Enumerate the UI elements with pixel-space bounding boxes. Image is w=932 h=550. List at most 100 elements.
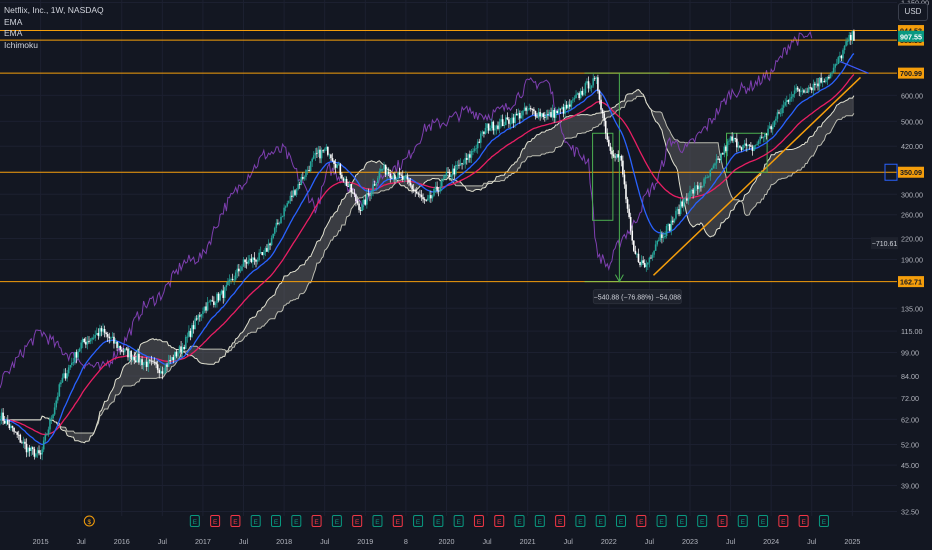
y-tick-label: 84.00 [901,372,919,381]
candle-body [559,108,562,110]
candle-body [428,195,431,199]
candle-body [782,105,785,108]
candle-body [206,302,209,311]
candle-body [562,107,565,114]
candle-body [322,150,324,152]
candle-body [771,127,774,130]
candle-body [42,440,45,450]
candle-body [593,78,596,80]
candle-body [138,353,140,363]
candle-body [706,177,708,179]
candle-body [5,420,8,424]
earnings-marker [555,515,566,527]
candle-body [678,209,680,215]
level-tag-350.09: 350.09 [900,168,922,177]
candle-body [259,252,262,253]
candle-body [370,191,373,196]
candle-body [742,145,744,150]
candle-body [445,171,448,177]
candle-body [420,194,423,198]
candle-body [294,190,296,195]
candle-body [353,192,356,195]
candle-body [305,170,307,177]
candle-body [606,133,609,140]
x-tick-label: Jul [239,537,249,546]
candle-body [664,235,666,238]
candle-body [369,194,371,196]
candle-body [344,178,346,181]
candle-body [191,325,193,337]
indicator-ichimoku[interactable]: Ichimoku [4,39,39,50]
event-label-23: E [639,519,644,526]
candle-body [341,174,343,179]
trendline [652,76,861,276]
candle-body [24,441,26,444]
earnings-marker [271,515,281,527]
candle-body [464,158,467,164]
candle-body [258,252,260,260]
candle-body [116,341,118,348]
candle-body [175,351,178,357]
candle-body [500,119,502,122]
candle-body [425,200,427,201]
candle-body [13,427,15,432]
indicator-ema-2[interactable]: EMA [4,28,23,38]
candle-body [199,315,201,317]
candle-body [704,177,707,179]
candle-body [247,260,250,264]
candle-body [748,144,751,146]
earnings-marker [453,515,464,527]
drawing-line [839,61,869,74]
candle-body [469,154,471,158]
candle-body [745,143,747,147]
candle-body [792,94,794,97]
candle-body [534,111,537,117]
candle-body [693,186,696,194]
candle-body [587,81,590,89]
x-tick-label: Jul [726,537,736,546]
candle-body [63,373,65,378]
candle-body [603,113,605,121]
indicator-ema-1[interactable]: EMA [4,16,23,27]
candle-body [56,396,59,401]
candle-body [298,184,301,185]
candle-body [252,257,254,263]
candle-body [139,359,142,363]
x-tick-label: 2017 [195,537,211,546]
candle-body [152,361,154,363]
candle-body [194,318,196,330]
candle-body [642,260,644,264]
candle-body [465,158,468,160]
dividend-marker [83,515,95,527]
candle-body [158,369,161,374]
candle-body [634,250,637,254]
y-tick-label: 72.00 [901,394,919,403]
candle-body [216,293,218,303]
candle-body [0,412,3,420]
candle-body [615,154,618,158]
candle-body [264,248,267,253]
x-tick-label: 2019 [357,537,373,546]
candle-body [790,96,793,99]
candle-body [409,182,412,186]
candle-body [489,128,491,131]
x-tick-label: Jul [564,537,574,546]
candle-body [125,348,128,350]
candle-body [467,154,470,160]
side-label: −710.61 [872,241,898,248]
price-axis [897,0,932,550]
candle-body [181,346,184,353]
currency-button[interactable]: USD [898,3,928,21]
candle-body [668,224,671,231]
candle-body [551,109,554,118]
candle-body [180,346,182,353]
candle-body [550,112,552,118]
candle-body [665,225,668,236]
candle-body [422,197,424,200]
event-label-19: E [558,519,563,526]
x-tick-label: 2024 [763,537,779,546]
candle-body [561,107,563,110]
event-label-30: E [781,519,786,526]
candle-body [186,336,189,338]
